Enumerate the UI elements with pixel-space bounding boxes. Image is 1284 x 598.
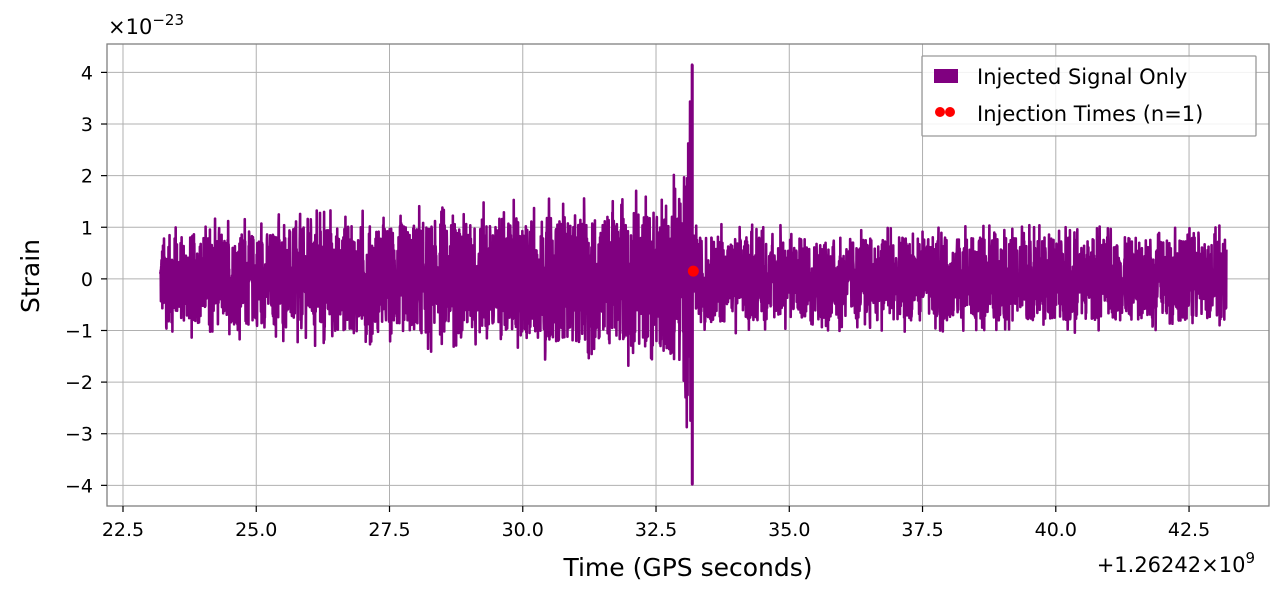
y-tick-label: 3 (81, 114, 93, 136)
x-tick-label: 22.5 (102, 519, 144, 541)
x-tick-label: 27.5 (368, 519, 410, 541)
y-tick-label: 2 (81, 166, 93, 188)
x-tick-label: 30.0 (502, 519, 544, 541)
x-tick-label: 32.5 (635, 519, 677, 541)
y-axis-label: Strain (16, 239, 45, 313)
injection-time-point (687, 265, 699, 277)
x-tick-label: 37.5 (901, 519, 943, 541)
y-tick-label: 1 (81, 217, 93, 239)
y-tick-label: 0 (81, 269, 93, 291)
legend: Injected Signal Only Injection Times (n=… (921, 55, 1257, 137)
x-tick-label: 40.0 (1035, 519, 1077, 541)
y-scale-label: ×10−23 (108, 11, 184, 39)
x-axis-label: Time (GPS seconds) (562, 553, 812, 582)
injection-points (687, 265, 699, 277)
y-tick-label: −1 (65, 320, 93, 342)
y-tick-label: −2 (65, 372, 93, 394)
legend-marker-injection-times-2 (945, 107, 955, 117)
x-tick-label: 35.0 (768, 519, 810, 541)
legend-marker-injection-times (935, 107, 945, 117)
x-offset-label: +1.26242×109 (1097, 549, 1255, 577)
x-tick-label: 42.5 (1168, 519, 1210, 541)
plot-area (159, 63, 1228, 486)
x-tick-label: 25.0 (235, 519, 277, 541)
y-tick-label: −4 (65, 475, 93, 497)
y-tick-label: −3 (65, 424, 93, 446)
legend-entry-injection-times: Injection Times (n=1) (977, 102, 1203, 126)
legend-swatch-injected-signal (934, 69, 958, 83)
x-axis-ticks: 22.5 25.0 27.5 30.0 32.5 35.0 37.5 40.0 42.5 (102, 506, 1210, 541)
legend-box (921, 55, 1257, 137)
y-axis-ticks: −4 −3 −2 −1 0 1 2 3 4 (65, 62, 107, 497)
y-tick-label: 4 (81, 62, 93, 84)
plot-frame (106, 43, 1270, 507)
legend-entry-injected-signal: Injected Signal Only (977, 65, 1187, 89)
